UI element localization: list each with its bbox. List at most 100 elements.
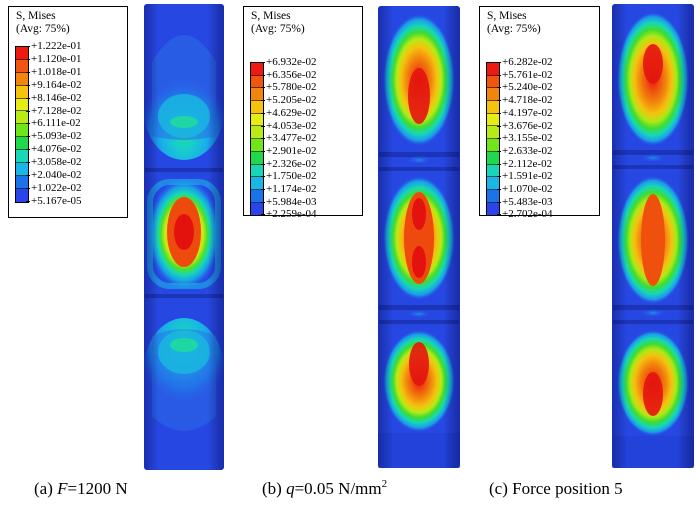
legend-value: +1.174e-02 [261, 183, 317, 195]
legend-title-line1: S, Mises [16, 10, 56, 22]
legend-swatch [16, 124, 28, 138]
legend-title-line2: (Avg: 75%) [487, 23, 541, 35]
column-a [144, 4, 224, 470]
legend-value: +5.093e-02 [26, 130, 82, 143]
legend-swatch [16, 175, 28, 189]
legend-value: +1.022e-02 [26, 181, 82, 194]
caption-b: (b) q=0.05 N/mm2 [262, 478, 387, 500]
legend-value: +1.222e-01 [26, 40, 82, 52]
legend-value: +1.018e-01 [26, 65, 82, 78]
legend-swatch [16, 188, 28, 202]
legend-value: +4.076e-02 [26, 143, 82, 156]
legend-value: +5.240e-02 [497, 81, 553, 94]
legend-swatch [16, 85, 28, 99]
legend-value: +2.633e-02 [497, 144, 553, 157]
legend-swatch [251, 164, 263, 178]
caption-a: (a) F=1200 N [34, 478, 128, 500]
legend-color-scale [486, 62, 500, 217]
legend-value: +8.146e-02 [26, 91, 82, 104]
legend-value: +9.164e-02 [26, 78, 82, 91]
legend-swatch [16, 111, 28, 125]
caption-variable: F [57, 479, 68, 498]
caption-text: =1200 N [67, 479, 128, 498]
legend-b: S, Mises (Avg: 75%) +6.932e-02 +6.356e-02… [243, 6, 363, 220]
legend-title: S, Mises (Avg: 75%) [16, 10, 70, 36]
legend-swatch [251, 75, 263, 89]
legend-swatch [487, 126, 499, 140]
legend-value: +2.702e-04 [497, 208, 553, 221]
legend-value: +2.040e-02 [26, 169, 82, 181]
legend-swatch [487, 139, 499, 152]
legend-title-line2: (Avg: 75%) [251, 23, 305, 35]
legend-swatch [16, 150, 28, 164]
legend-value: +3.155e-02 [497, 132, 553, 145]
legend-value: +4.053e-02 [261, 119, 317, 132]
legend-swatch [251, 139, 263, 152]
legend-swatch [251, 88, 263, 102]
legend-swatch [251, 189, 263, 203]
caption-prefix: (b) [262, 479, 287, 498]
legend-value: +1.070e-02 [497, 183, 553, 195]
legend-value: +5.780e-02 [261, 81, 317, 94]
legend-swatch [16, 47, 28, 60]
legend-title-line1: S, Mises [251, 10, 291, 22]
legend-swatch [251, 151, 263, 165]
legend-value: +4.197e-02 [497, 106, 553, 119]
legend-value: +6.282e-02 [497, 56, 553, 68]
caption-text: =0.05 N/mm [294, 479, 382, 498]
legend-a: S, Mises (Avg: 75%) +1.222e-01 +1.120e-01… [8, 6, 128, 218]
legend-swatch [251, 126, 263, 140]
legend-value: +6.932e-02 [261, 56, 317, 68]
legend-swatch [16, 163, 28, 176]
legend-swatch [251, 101, 263, 114]
legend-title: S, Mises (Avg: 75%) [251, 10, 305, 36]
column-c [612, 4, 694, 468]
caption-text: Force position 5 [512, 479, 623, 498]
legend-swatch [251, 63, 263, 76]
legend-swatch [16, 137, 28, 151]
legend-value: +5.761e-02 [497, 68, 553, 81]
legend-color-scale [250, 62, 264, 217]
legend-value: +1.591e-02 [497, 170, 553, 183]
legend-value: +5.167e-05 [26, 194, 82, 207]
legend-value: +6.356e-02 [261, 68, 317, 81]
legend-swatch [487, 63, 499, 76]
legend-color-scale [15, 46, 29, 203]
caption-superscript: 2 [381, 478, 388, 490]
legend-swatch [487, 189, 499, 203]
legend-swatch [487, 202, 499, 216]
legend-swatch [16, 98, 28, 112]
legend-value: +3.676e-02 [497, 119, 553, 132]
legend-swatch [16, 59, 28, 73]
legend-swatch [487, 164, 499, 178]
caption-prefix: (c) [489, 479, 513, 498]
legend-value: +3.477e-02 [261, 132, 317, 145]
legend-value: +5.984e-03 [261, 195, 317, 208]
legend-value: +2.112e-02 [496, 157, 553, 170]
caption-variable: q [286, 479, 295, 498]
legend-value: +4.718e-02 [497, 94, 553, 107]
legend-value: +1.750e-02 [261, 170, 317, 183]
caption-prefix: (a) [34, 479, 58, 498]
legend-swatch [487, 101, 499, 114]
legend-swatch [487, 75, 499, 89]
legend-title-line2: (Avg: 75%) [16, 23, 70, 35]
legend-value: +6.111e-02 [26, 117, 81, 130]
legend-swatch [251, 113, 263, 127]
legend-swatch [487, 151, 499, 165]
legend-swatch [487, 113, 499, 127]
legend-swatch [251, 202, 263, 216]
legend-value: +5.205e-02 [261, 94, 317, 107]
legend-swatch [487, 177, 499, 190]
legend-value: +4.629e-02 [261, 106, 317, 119]
legend-swatch [487, 88, 499, 102]
legend-value: +2.901e-02 [261, 144, 317, 157]
legend-value: +3.058e-02 [26, 156, 82, 169]
caption-c: (c) Force position 5 [489, 478, 623, 500]
legend-title-line1: S, Mises [487, 10, 527, 22]
legend-value: +5.483e-03 [497, 195, 553, 208]
legend-c: S, Mises (Avg: 75%) +6.282e-02 +5.761e-02… [479, 6, 600, 220]
column-b [378, 6, 460, 468]
